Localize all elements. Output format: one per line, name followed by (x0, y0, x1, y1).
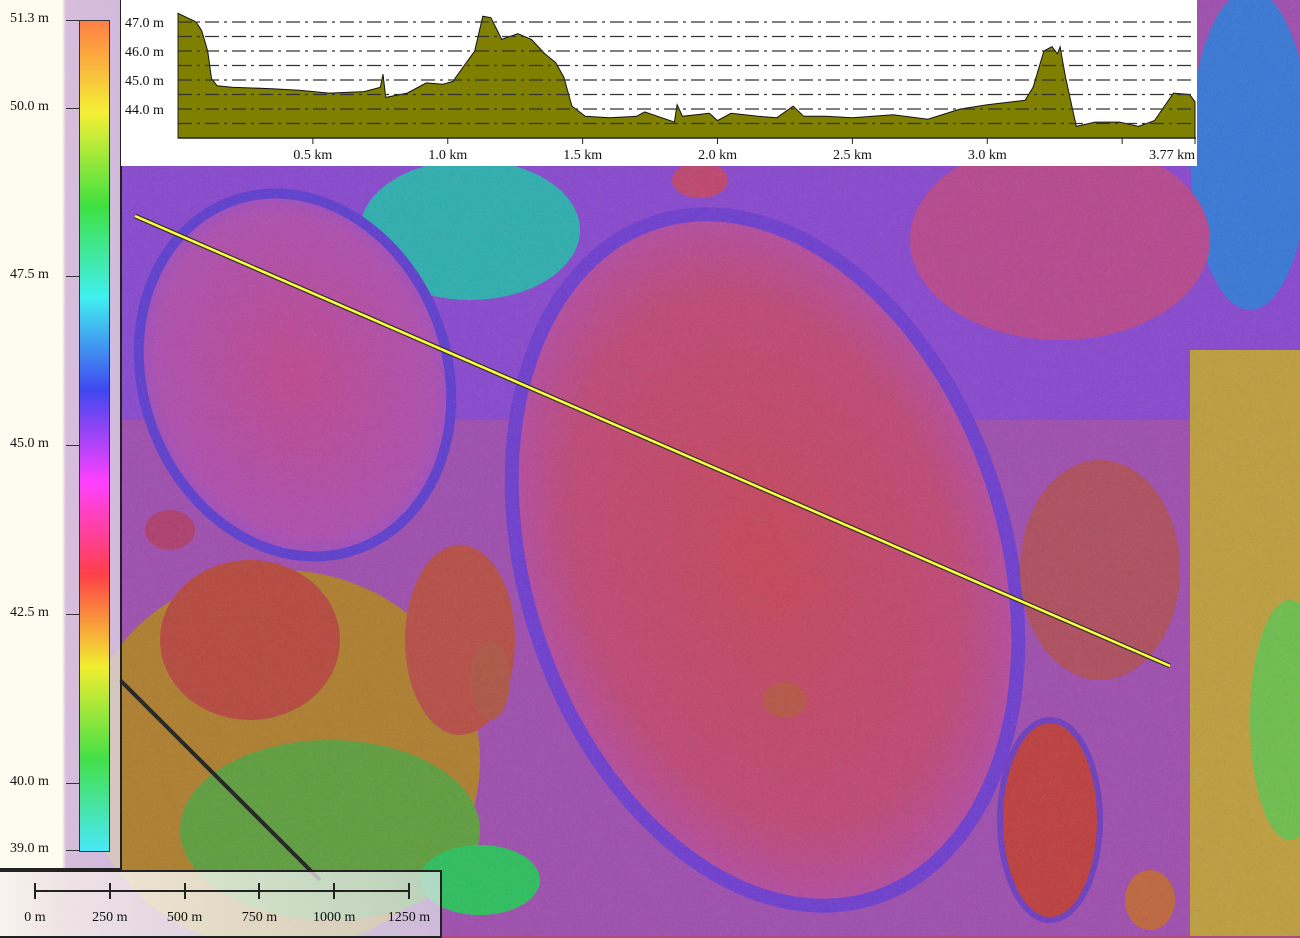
scale-bar-label: 1250 m (387, 910, 431, 925)
legend-tick (66, 782, 79, 784)
x-tick-label: 3.77 km (1149, 148, 1195, 163)
y-tick-label: 45.0 m (125, 74, 164, 89)
profile-area (177, 12, 1196, 139)
scale-bar-tick (258, 883, 261, 899)
x-tick-label: 1.5 km (563, 148, 602, 163)
profile-plot: 47.0 m 46.0 m 45.0 m 44.0 m 0.5 km 1.0 km 1.5 … (125, 12, 1196, 163)
legend-tick (66, 613, 79, 615)
scale-bar-label: 1000 m (312, 910, 356, 925)
x-tick-label: 0.5 km (293, 148, 332, 163)
scale-bar: 0 m 250 m 500 m 750 m 1000 m 1250 m (0, 870, 442, 938)
scale-bar-label: 750 m (241, 910, 278, 925)
x-tick-label: 2.5 km (833, 148, 872, 163)
elevation-profile-chart: 47.0 m 46.0 m 45.0 m 44.0 m 0.5 km 1.0 km 1.5 … (121, 0, 1197, 166)
legend-label: 39.0 m (10, 841, 49, 856)
legend-label: 42.5 m (10, 604, 49, 620)
profile-line[interactable] (134, 214, 1171, 668)
legend-tick (66, 850, 79, 851)
scale-bar-label: 500 m (166, 910, 203, 925)
scale-bar-tick (108, 883, 111, 899)
x-tick-label: 2.0 km (698, 148, 737, 163)
legend-label: 47.5 m (10, 267, 49, 283)
y-tick-label: 44.0 m (125, 103, 164, 118)
legend-label: 40.0 m (10, 773, 49, 789)
legend-tick (66, 276, 79, 278)
legend-tick (66, 445, 79, 447)
scale-bar-tick (34, 883, 36, 899)
legend-tick (66, 107, 79, 109)
scale-bar-label: 0 m (24, 910, 46, 925)
scale-bar-line (35, 890, 410, 892)
y-tick-label: 46.0 m (125, 45, 164, 60)
scale-bar-label: 250 m (92, 910, 128, 925)
elevation-legend: 51.3 m 50.0 m 47.5 m 45.0 m 42.5 m 40.0 m 39.0… (0, 0, 122, 870)
scale-bar-tick (333, 883, 336, 899)
scale-bar-tick (408, 883, 410, 899)
elevation-colorbar (79, 20, 110, 852)
legend-tick (66, 20, 79, 21)
y-tick-label: 47.0 m (125, 16, 164, 31)
x-tick-label: 1.0 km (428, 148, 467, 163)
legend-label: 45.0 m (10, 436, 49, 452)
legend-label: 51.3 m (10, 11, 49, 26)
legend-label: 50.0 m (10, 98, 49, 114)
scale-bar-tick (183, 883, 186, 899)
x-tick-label: 3.0 km (968, 148, 1007, 163)
